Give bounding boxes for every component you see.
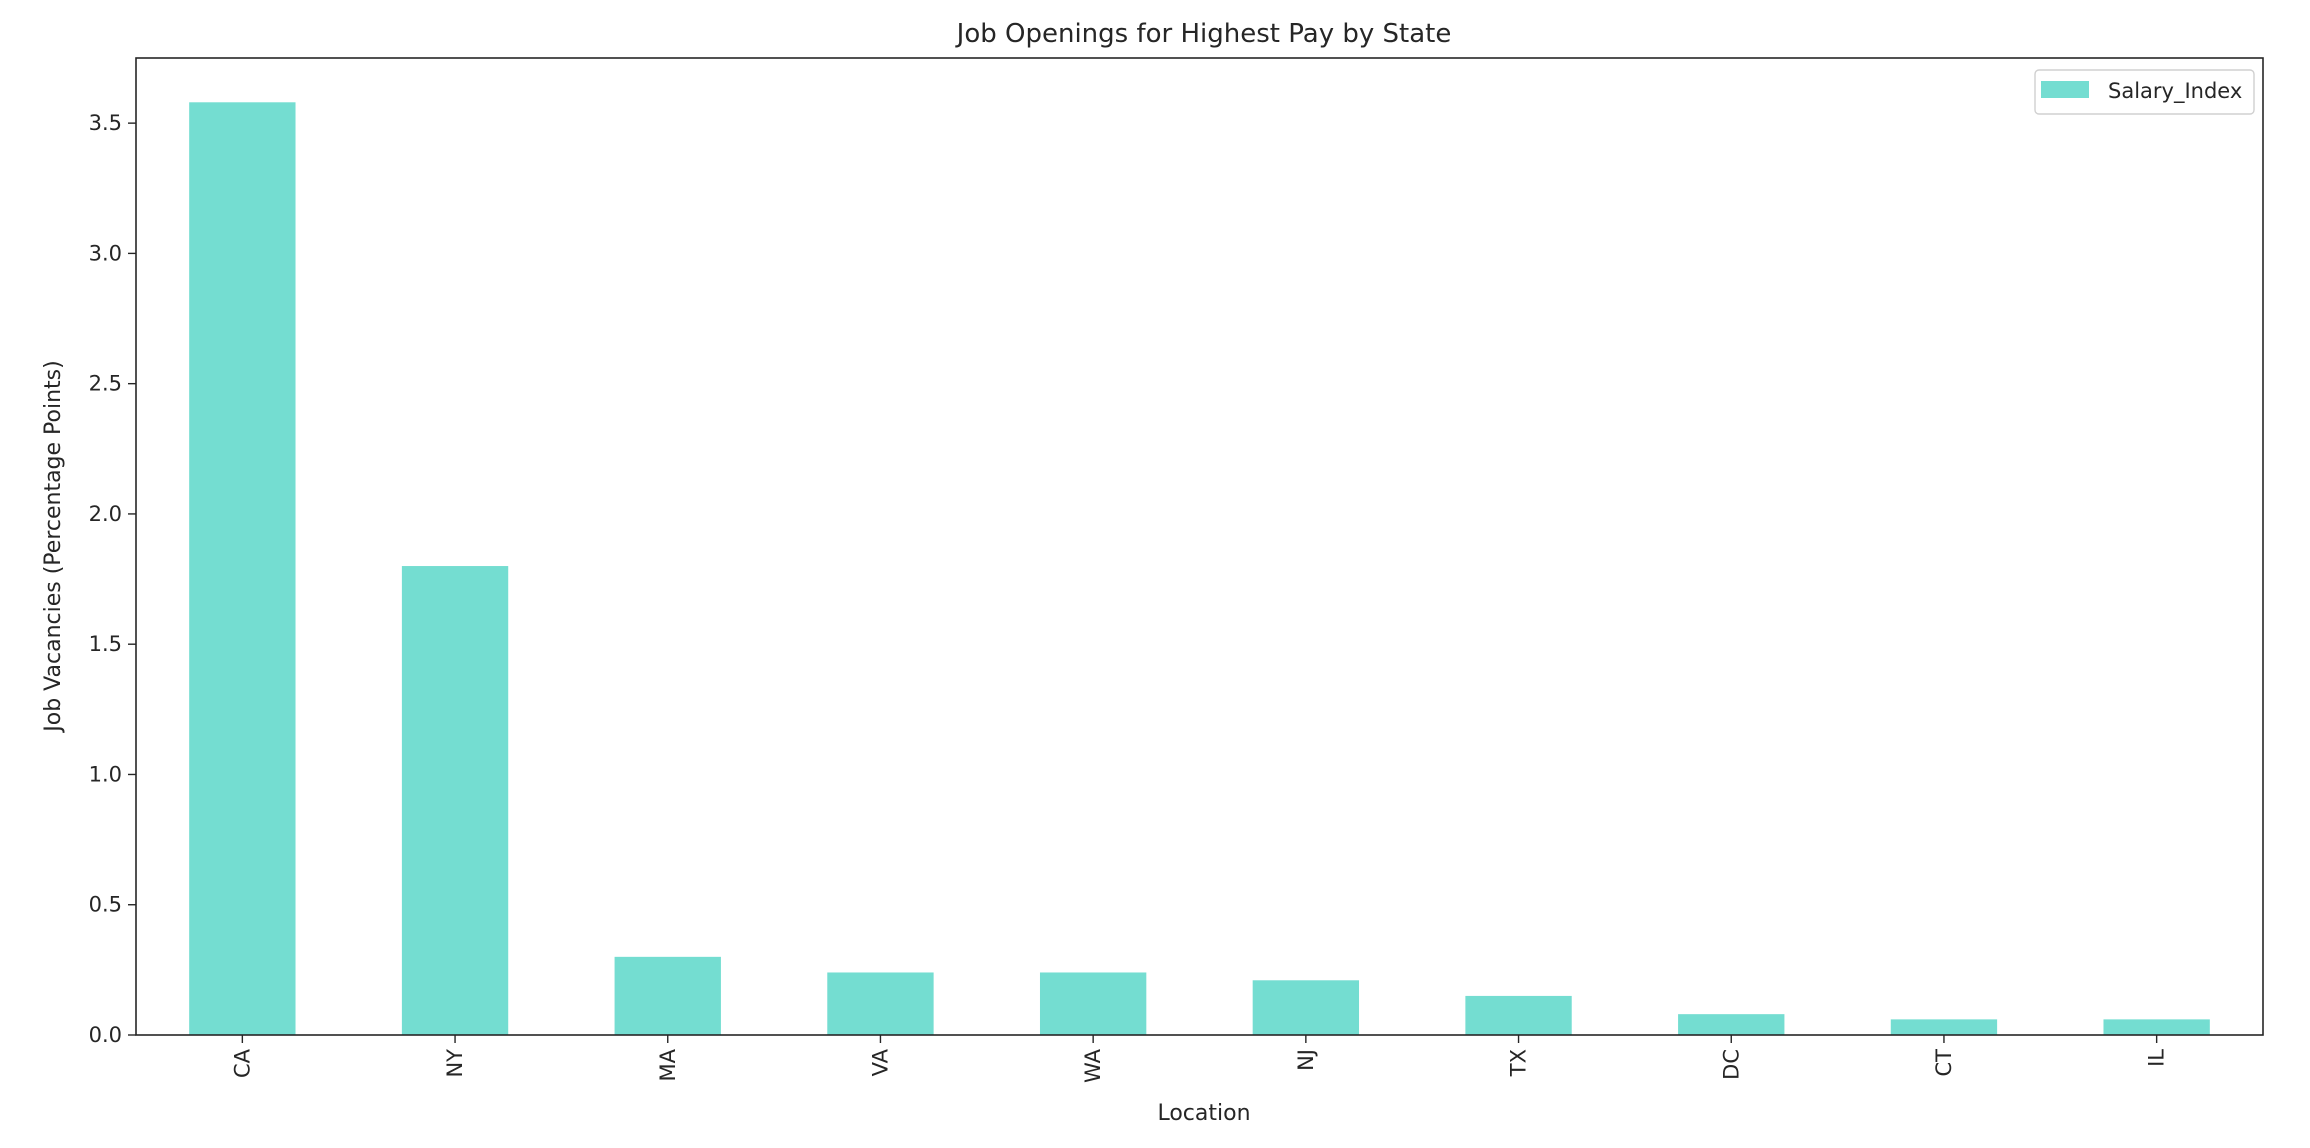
- bar-nj: [1252, 980, 1360, 1035]
- x-tick-label: CA: [230, 1048, 254, 1078]
- x-tick-label: CT: [1932, 1049, 1956, 1077]
- bar-ca: [189, 102, 296, 1036]
- y-tick-label: 1.5: [89, 632, 122, 656]
- y-tick-label: 3.0: [89, 241, 122, 265]
- legend-swatch: [2041, 81, 2089, 98]
- x-tick-label: NJ: [1294, 1049, 1318, 1071]
- chart-title: Job Openings for Highest Pay by State: [955, 19, 1452, 49]
- legend-label: Salary_Index: [2108, 79, 2242, 104]
- x-tick-label: DC: [1719, 1049, 1743, 1080]
- x-tick-label: VA: [868, 1048, 892, 1076]
- bar-ma: [614, 956, 721, 1035]
- bar-va: [827, 972, 934, 1035]
- bar-dc: [1678, 1014, 1785, 1035]
- bar-il: [2103, 1019, 2210, 1035]
- plot-frame: [135, 57, 2264, 1036]
- y-axis: 0.0 0.5 1.0 1.5 2.0 2.5 3.0 3.5: [89, 111, 136, 1047]
- y-tick-label: 0.0: [89, 1023, 122, 1047]
- bars-group: [189, 102, 2210, 1036]
- y-tick-label: 2.5: [89, 372, 122, 396]
- bar-ct: [1890, 1019, 1998, 1035]
- bar-wa: [1039, 972, 1147, 1035]
- y-tick-label: 1.0: [89, 762, 122, 786]
- bar-tx: [1465, 995, 1572, 1035]
- bar-ny: [401, 566, 509, 1035]
- legend-frame: [2034, 69, 2255, 115]
- y-tick-label: 2.0: [89, 502, 122, 526]
- x-tick-label: TX: [1507, 1049, 1531, 1077]
- x-tick-label: NY: [443, 1049, 467, 1078]
- x-axis: CA NY MA VA WA NJ TX DC CT IL: [230, 1035, 2169, 1083]
- y-tick-label: 3.5: [89, 111, 122, 135]
- x-tick-label: WA: [1081, 1048, 1105, 1083]
- x-axis-label: Location: [1157, 1101, 1250, 1126]
- y-tick-label: 0.5: [89, 893, 122, 917]
- x-tick-label: IL: [2145, 1049, 2169, 1067]
- y-axis-label: Job Vacancies (Percentage Points): [41, 360, 66, 733]
- x-tick-label: MA: [656, 1048, 680, 1081]
- legend: Salary_Index: [2034, 69, 2255, 115]
